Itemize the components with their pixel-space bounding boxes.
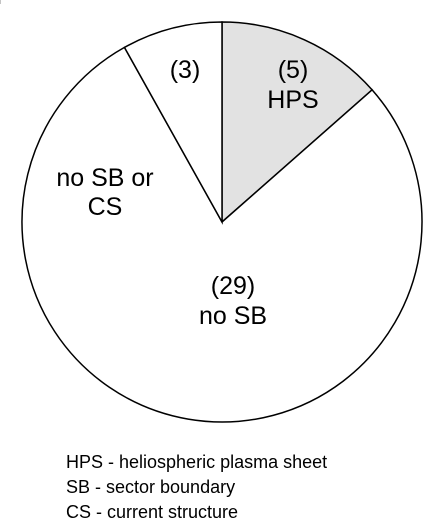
slice-label: no SB or CS xyxy=(56,164,154,221)
pie-slice xyxy=(21,46,423,423)
value-label: (3) xyxy=(169,56,201,84)
slice-label: HPS xyxy=(267,86,319,114)
legend-note: SB - sector boundary xyxy=(66,477,236,497)
slice-label: no SB xyxy=(198,302,268,330)
legend-note: CS - current structure xyxy=(66,502,239,522)
pie-slice xyxy=(123,21,223,225)
value-label: (29) xyxy=(210,272,256,300)
legend-note: HPS - heliospheric plasma sheet xyxy=(66,452,328,472)
pie-slice xyxy=(221,21,374,224)
value-label: (5) xyxy=(277,56,309,84)
